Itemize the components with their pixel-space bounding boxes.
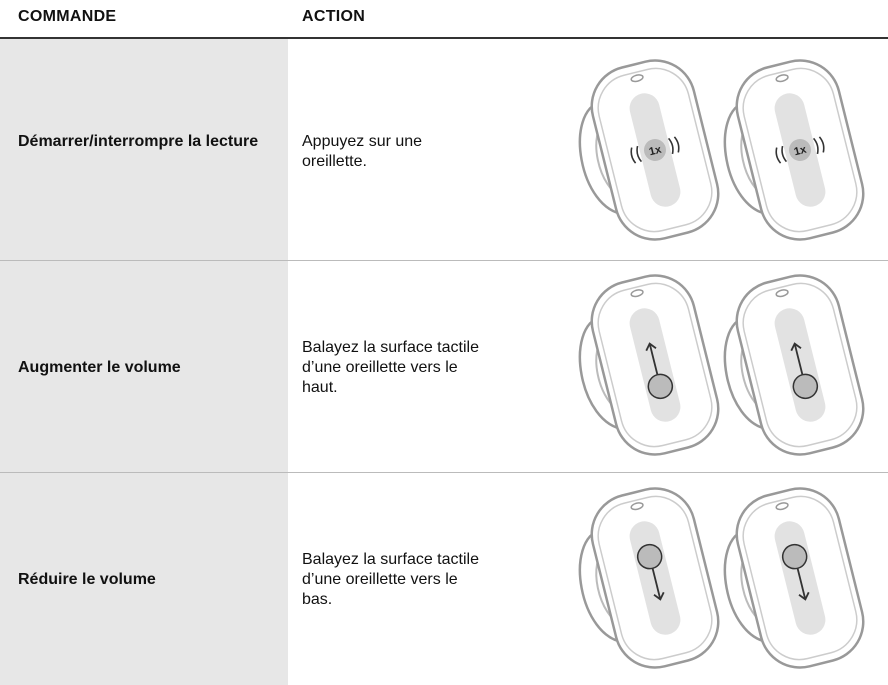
earbud-body-inner (597, 282, 713, 448)
swipe-arrow (793, 343, 804, 377)
earbud-slot (630, 502, 644, 511)
earbud-slot (630, 289, 644, 298)
sound-wave (667, 137, 674, 155)
row-rule (0, 260, 888, 261)
earbud-body-inner (742, 67, 858, 233)
earbud (578, 274, 720, 456)
command: Réduire le volume (18, 571, 156, 588)
arrow-head (798, 591, 810, 601)
action: Balayez la surface tactile d’une oreille… (302, 339, 479, 396)
sound-wave (775, 147, 782, 164)
earbud: 1x (578, 59, 720, 241)
action: Appuyez sur une oreillette. (302, 133, 423, 170)
sound-wave (673, 136, 680, 153)
tap-label: 1x (648, 143, 664, 158)
sound-wave (812, 137, 819, 155)
swipe-arrow (651, 566, 662, 600)
arrow-head (653, 591, 665, 601)
touch-dot (647, 373, 674, 400)
swipe-arrow (648, 343, 659, 377)
sound-wave (818, 136, 825, 153)
earbud-slot (775, 74, 789, 83)
header: ACTION (302, 8, 366, 25)
sound-wave (781, 145, 788, 163)
earbud-slot (775, 289, 789, 298)
earbud-body-inner (742, 495, 858, 661)
row-rule (0, 472, 888, 473)
command-column-bg (0, 38, 288, 685)
sound-wave (636, 145, 643, 163)
sound-wave (630, 147, 637, 164)
touch-dot (792, 373, 819, 400)
earbud-slot (775, 502, 789, 511)
tap-label: 1x (793, 143, 809, 158)
arrow-head (645, 342, 657, 352)
earbud (578, 487, 720, 669)
command: Augmenter le volume (18, 359, 181, 376)
tap-dot (644, 139, 666, 161)
touch-dot (636, 543, 663, 570)
command: Démarrer/interrompre la lecture (18, 133, 259, 150)
earbud: 1x (723, 59, 865, 241)
earbud-body-inner (597, 495, 713, 661)
swipe-arrow (796, 566, 807, 600)
arrow-head (790, 342, 802, 352)
earbud (723, 274, 865, 456)
earbud-body-inner (742, 282, 858, 448)
earbud (723, 487, 865, 669)
header-rule (0, 37, 888, 39)
earbud-slot (630, 74, 644, 83)
tap-dot (789, 139, 811, 161)
action: Balayez la surface tactile d’une oreille… (302, 551, 479, 608)
earbud-body-inner (597, 67, 713, 233)
touch-dot (781, 543, 808, 570)
header: COMMANDE (18, 8, 117, 25)
